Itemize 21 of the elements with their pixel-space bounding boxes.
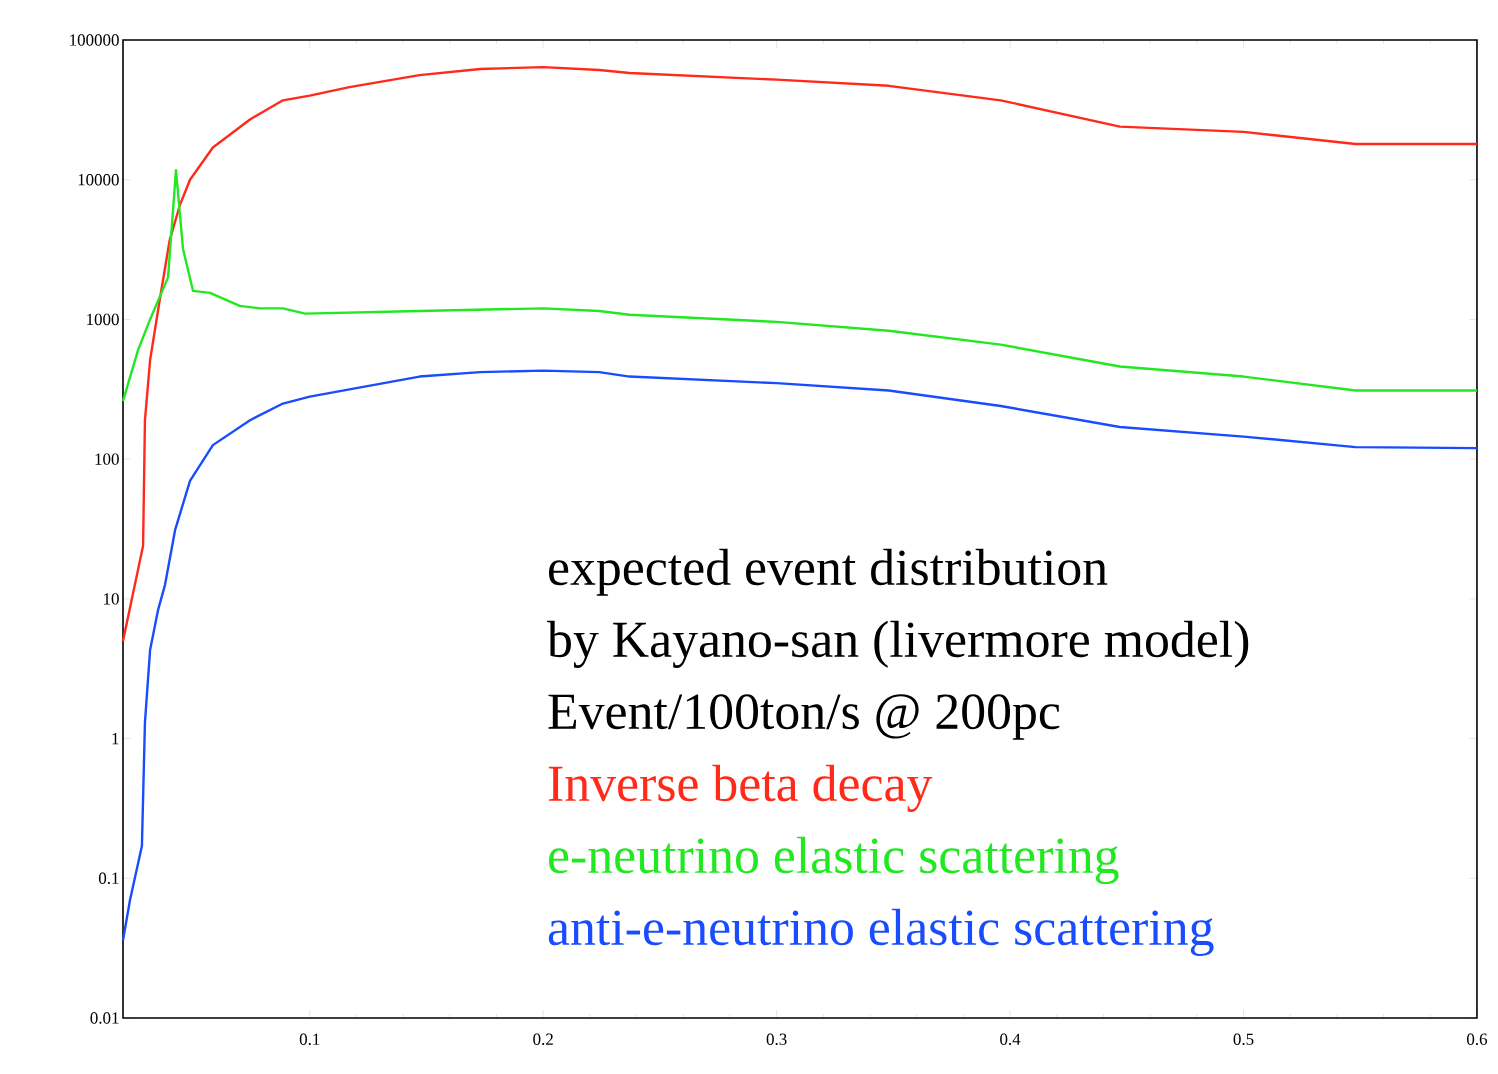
line-series	[121, 168, 1479, 403]
x-tick-label: 0.6	[1467, 1033, 1488, 1046]
text: Inverse beta decay	[548, 764, 933, 812]
y-tick-label: 10000	[78, 174, 119, 186]
x-tick-label: 0.3	[766, 1033, 787, 1046]
x-tick-label: 0.5	[1233, 1033, 1254, 1046]
y-tick-label: 0.01	[90, 1012, 119, 1024]
y-tick-label: 100000	[70, 34, 119, 46]
y-tick-label: 1	[112, 732, 119, 745]
annotation: by Kayano-san (livermore model)	[546, 620, 1249, 668]
x-tick-label: 0.4	[1000, 1033, 1021, 1046]
text: anti-e-neutrino elastic scattering	[548, 908, 1214, 956]
annotation: Event/100ton/s @ 200pc	[548, 694, 1060, 740]
y-tick-label: 10	[104, 593, 119, 605]
y-tick-label: 1000	[87, 313, 119, 326]
annotation: expected event distribution	[549, 548, 1108, 596]
text: e-neutrino elastic scattering	[549, 836, 1119, 884]
x-tick-label: 0.2	[533, 1033, 553, 1046]
x-tick-label: 0.1	[299, 1033, 320, 1046]
y-tick-label: 0.1	[98, 872, 119, 885]
y-tick-label: 100	[95, 453, 119, 465]
